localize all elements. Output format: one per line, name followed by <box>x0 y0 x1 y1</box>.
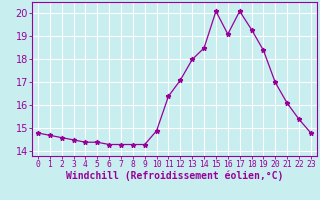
X-axis label: Windchill (Refroidissement éolien,°C): Windchill (Refroidissement éolien,°C) <box>66 171 283 181</box>
